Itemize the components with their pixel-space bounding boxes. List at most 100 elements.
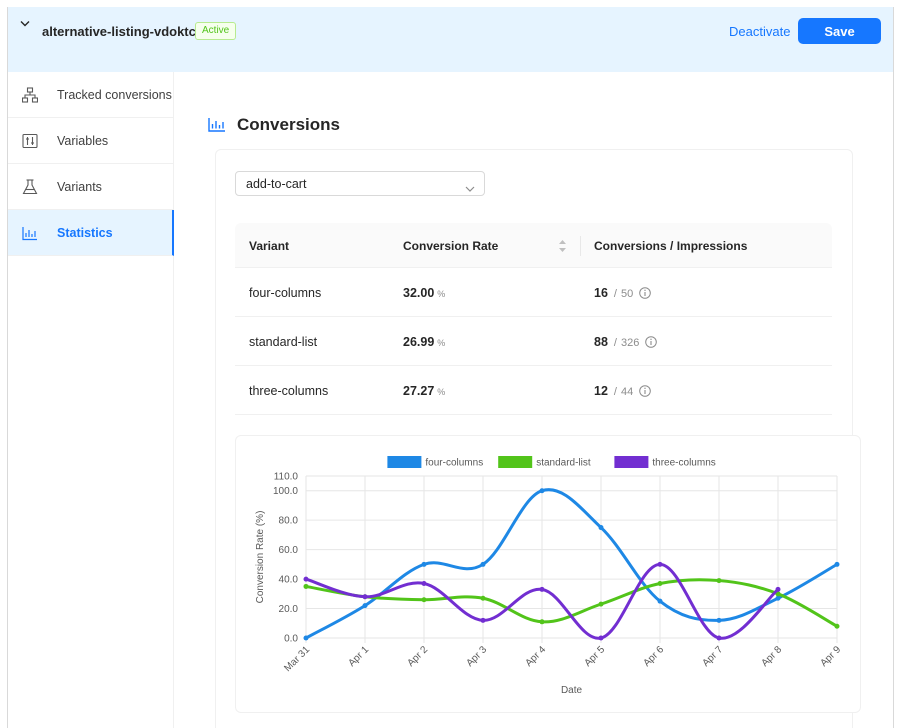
data-point-three-columns [598, 635, 604, 641]
data-point-four-columns [421, 561, 427, 567]
impressions-count: 44 [620, 386, 634, 398]
listing-name: alternative-listing-vdoktcbj [42, 24, 208, 39]
x-tick-label: Apr 1 [346, 644, 371, 669]
data-point-three-columns [362, 594, 368, 600]
sidebar-item-variants[interactable]: Variants [8, 164, 174, 210]
sidebar-item-variables[interactable]: Variables [8, 118, 174, 164]
listing-header: alternative-listing-vdoktcbj Active Deac… [8, 7, 893, 72]
data-point-three-columns [421, 581, 427, 587]
y-tick-label: 20.0 [279, 604, 299, 615]
y-tick-label: 80.0 [279, 516, 299, 527]
legend-label: standard-list [536, 458, 591, 469]
data-point-three-columns [303, 576, 309, 582]
x-tick-label: Apr 4 [523, 644, 548, 669]
legend-swatch-three-columns [614, 456, 649, 468]
data-point-three-columns [716, 635, 722, 641]
conversions-count: 16 [594, 286, 608, 300]
x-tick-label: Apr 8 [759, 644, 784, 669]
rate-value: 27.27 [403, 384, 435, 398]
info-icon[interactable] [639, 385, 652, 397]
variant-name: four-columns [249, 286, 322, 300]
chevron-down-icon [465, 180, 475, 192]
data-point-three-columns [480, 617, 486, 623]
conversion-rate: 26.99% [403, 335, 445, 349]
flask-icon [22, 179, 38, 195]
table-row: standard-list 26.99% 88/326 [235, 317, 832, 366]
conversion-rate: 27.27% [403, 384, 445, 398]
chevron-down-icon[interactable] [20, 20, 30, 28]
x-tick-label: Apr 3 [464, 644, 489, 669]
data-point-four-columns [716, 617, 722, 623]
conversion-select[interactable]: add-to-cart [235, 171, 485, 196]
rate-value: 26.99 [403, 335, 435, 349]
conversion-rate: 32.00% [403, 286, 445, 300]
info-icon[interactable] [639, 287, 652, 299]
sidebar-item-label: Statistics [57, 225, 113, 240]
x-tick-label: Mar 31 [282, 644, 312, 674]
y-axis-label: Conversion Rate (%) [255, 511, 266, 604]
conversion-rate-chart: 0.0 20.0 40.0 60.0 80.0 100.0 110.0 Mar 31 Apr 1… [235, 435, 861, 713]
data-point-four-columns [480, 561, 486, 567]
data-point-four-columns [539, 488, 545, 494]
rate-value: 32.00 [403, 286, 435, 300]
conversion-select-value: add-to-cart [246, 177, 307, 191]
data-point-three-columns [775, 586, 781, 592]
page-title: Conversions [237, 115, 340, 134]
data-point-standard-list [598, 601, 604, 607]
column-header-conversion-rate[interactable]: Conversion Rate [403, 239, 499, 253]
data-point-standard-list [834, 623, 840, 629]
x-tick-label: Apr 7 [700, 644, 725, 669]
legend-label: four-columns [425, 458, 483, 469]
sitemap-icon [21, 87, 39, 103]
y-tick-label: 0.0 [284, 634, 298, 645]
sidebar-item-label: Variants [57, 179, 102, 194]
sort-icon[interactable] [558, 239, 567, 253]
variant-name: three-columns [249, 384, 329, 398]
save-button[interactable]: Save [798, 18, 881, 44]
data-point-four-columns [657, 598, 663, 604]
legend-swatch-standard-list [498, 456, 533, 468]
sidebar-item-label: Variables [57, 133, 109, 148]
rate-unit: % [437, 387, 446, 397]
series-line-three-columns [305, 562, 780, 640]
sliders-icon [22, 133, 38, 149]
y-tick-label: 110.0 [274, 472, 299, 483]
legend-swatch-four-columns [387, 456, 422, 468]
rate-unit: % [437, 338, 446, 348]
data-point-four-columns [303, 635, 309, 641]
x-tick-label: Apr 9 [818, 644, 843, 669]
series-line-standard-list [305, 578, 838, 628]
sidebar-item-statistics[interactable]: Statistics [8, 210, 174, 256]
conversions-count: 12 [594, 384, 608, 398]
data-point-standard-list [480, 595, 486, 601]
column-header-conversions-impressions: Conversions / Impressions [594, 239, 748, 253]
data-point-four-columns [598, 525, 604, 531]
sidebar-item-tracked-conversions[interactable]: Tracked conversions [8, 72, 174, 118]
rate-unit: % [437, 289, 446, 299]
conversions-impressions: 12/44 [594, 384, 652, 398]
impressions-count: 326 [620, 337, 640, 349]
table-header: Variant Conversion Rate Conversions / Im… [235, 223, 832, 268]
data-point-three-columns [657, 561, 663, 567]
conversions-impressions: 88/326 [594, 335, 658, 349]
y-tick-label: 100.0 [273, 486, 298, 497]
x-tick-label: Apr 5 [582, 644, 607, 669]
info-icon[interactable] [645, 336, 658, 348]
data-point-four-columns [362, 603, 368, 609]
data-point-standard-list [421, 597, 427, 603]
data-point-standard-list [716, 578, 722, 584]
sidebar: Tracked conversions Variables Variants [8, 72, 174, 728]
data-point-standard-list [539, 619, 545, 625]
x-tick-label: Apr 6 [641, 644, 666, 669]
bar-chart-icon [208, 117, 226, 132]
bar-chart-icon [22, 225, 38, 241]
data-point-three-columns [539, 586, 545, 592]
series-line-four-columns [305, 488, 838, 640]
impressions-count: 50 [620, 288, 634, 300]
column-divider [580, 236, 581, 256]
deactivate-link[interactable]: Deactivate [729, 24, 791, 39]
sidebar-item-label: Tracked conversions [57, 87, 172, 102]
column-header-variant: Variant [249, 239, 290, 253]
x-axis-label: Date [561, 685, 583, 696]
y-tick-label: 40.0 [279, 575, 299, 586]
